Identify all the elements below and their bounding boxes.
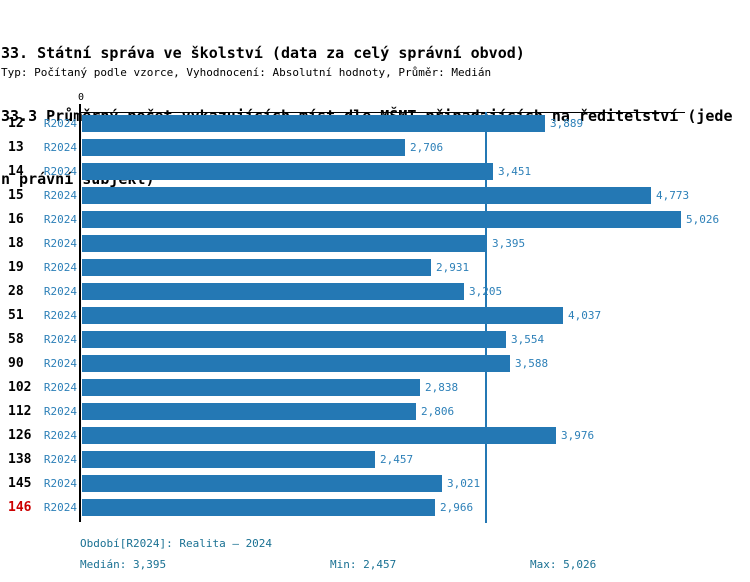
row-bar (82, 403, 416, 420)
row-value-label: 2,931 (436, 261, 470, 274)
row-value-label: 3,021 (447, 477, 481, 490)
row-category-label: 138 (8, 452, 32, 467)
row-bar (82, 283, 464, 300)
row-category-label: 13 (8, 140, 24, 155)
chart-row-58: 58 R2024 3,554 (0, 328, 750, 352)
row-period-label: R2024 (43, 357, 77, 370)
row-bar (82, 307, 563, 324)
row-category-label: 19 (8, 260, 24, 275)
row-category-label: 15 (8, 188, 24, 203)
row-bar (82, 331, 506, 348)
chart-row-51: 51 R2024 4,037 (0, 304, 750, 328)
chart-row-14: 14 R2024 3,451 (0, 160, 750, 184)
row-value-label: 3,588 (515, 357, 549, 370)
row-category-label: 146 (8, 500, 32, 515)
row-value-label: 2,706 (410, 141, 444, 154)
row-bar (82, 115, 545, 132)
title-line-1: 33. Státní správa ve školství (data za c… (1, 44, 525, 62)
row-category-label: 112 (8, 404, 32, 419)
row-bar (82, 211, 681, 228)
row-bar (82, 475, 442, 492)
row-period-label: R2024 (43, 429, 77, 442)
chart-row-112: 112 R2024 2,806 (0, 400, 750, 424)
row-value-label: 4,773 (656, 189, 690, 202)
chart-row-15: 15 R2024 4,773 (0, 184, 750, 208)
chart-row-16: 16 R2024 5,026 (0, 208, 750, 232)
row-period-label: R2024 (43, 189, 77, 202)
row-period-label: R2024 (43, 117, 77, 130)
row-category-label: 18 (8, 236, 24, 251)
row-value-label: 3,451 (498, 165, 532, 178)
chart-row-18: 18 R2024 3,395 (0, 232, 750, 256)
row-bar (82, 379, 420, 396)
row-period-label: R2024 (43, 237, 77, 250)
chart-row-13: 13 R2024 2,706 (0, 136, 750, 160)
axis-zero-label: 0 (77, 92, 85, 103)
row-period-label: R2024 (43, 501, 77, 514)
row-period-label: R2024 (43, 333, 77, 346)
row-category-label: 51 (8, 308, 24, 323)
x-axis-line (79, 112, 685, 113)
row-period-label: R2024 (43, 261, 77, 274)
chart-rows: 12 R2024 3,889 13 R2024 2,706 14 R2024 3,451 15 R2… (0, 112, 750, 520)
row-period-label: R2024 (43, 213, 77, 226)
row-period-label: R2024 (43, 405, 77, 418)
chart-row-138: 138 R2024 2,457 (0, 448, 750, 472)
chart-row-126: 126 R2024 3,976 (0, 424, 750, 448)
row-bar (82, 187, 651, 204)
row-period-label: R2024 (43, 309, 77, 322)
chart-row-102: 102 R2024 2,838 (0, 376, 750, 400)
row-bar (82, 259, 431, 276)
row-category-label: 90 (8, 356, 24, 371)
row-value-label: 5,026 (686, 213, 720, 226)
row-category-label: 145 (8, 476, 32, 491)
row-bar (82, 163, 493, 180)
chart-row-19: 19 R2024 2,931 (0, 256, 750, 280)
row-bar (82, 427, 556, 444)
chart-row-146: 146 R2024 2,966 (0, 496, 750, 520)
footer-median-label: Medián: 3,395 (80, 558, 167, 571)
chart-row-12: 12 R2024 3,889 (0, 112, 750, 136)
row-category-label: 14 (8, 164, 24, 179)
footer-max-label: Max: 5,026 (530, 558, 597, 571)
row-period-label: R2024 (43, 381, 77, 394)
chart-row-145: 145 R2024 3,021 (0, 472, 750, 496)
row-period-label: R2024 (43, 285, 77, 298)
y-axis-line (79, 104, 81, 522)
row-category-label: 126 (8, 428, 32, 443)
row-value-label: 2,966 (440, 501, 474, 514)
row-period-label: R2024 (43, 165, 77, 178)
row-category-label: 58 (8, 332, 24, 347)
row-value-label: 3,395 (492, 237, 526, 250)
row-bar (82, 139, 405, 156)
row-category-label: 12 (8, 116, 24, 131)
row-bar (82, 355, 510, 372)
chart-row-28: 28 R2024 3,205 (0, 280, 750, 304)
row-value-label: 4,037 (568, 309, 602, 322)
row-category-label: 102 (8, 380, 32, 395)
row-value-label: 3,205 (469, 285, 503, 298)
row-period-label: R2024 (43, 453, 77, 466)
row-value-label: 3,889 (550, 117, 584, 130)
row-period-label: R2024 (43, 477, 77, 490)
footer-period-label: Období[R2024]: Realita – 2024 (80, 537, 273, 550)
row-bar (82, 451, 375, 468)
row-period-label: R2024 (43, 141, 77, 154)
row-bar (82, 235, 487, 252)
chart-row-90: 90 R2024 3,588 (0, 352, 750, 376)
row-value-label: 2,457 (380, 453, 414, 466)
row-bar (82, 499, 435, 516)
footer-min-label: Min: 2,457 (330, 558, 397, 571)
row-category-label: 16 (8, 212, 24, 227)
row-value-label: 3,976 (561, 429, 595, 442)
row-value-label: 2,838 (425, 381, 459, 394)
row-category-label: 28 (8, 284, 24, 299)
row-value-label: 2,806 (421, 405, 455, 418)
row-value-label: 3,554 (511, 333, 545, 346)
chart-subtitle: Typ: Počítaný podle vzorce, Vyhodnocení:… (1, 66, 492, 79)
